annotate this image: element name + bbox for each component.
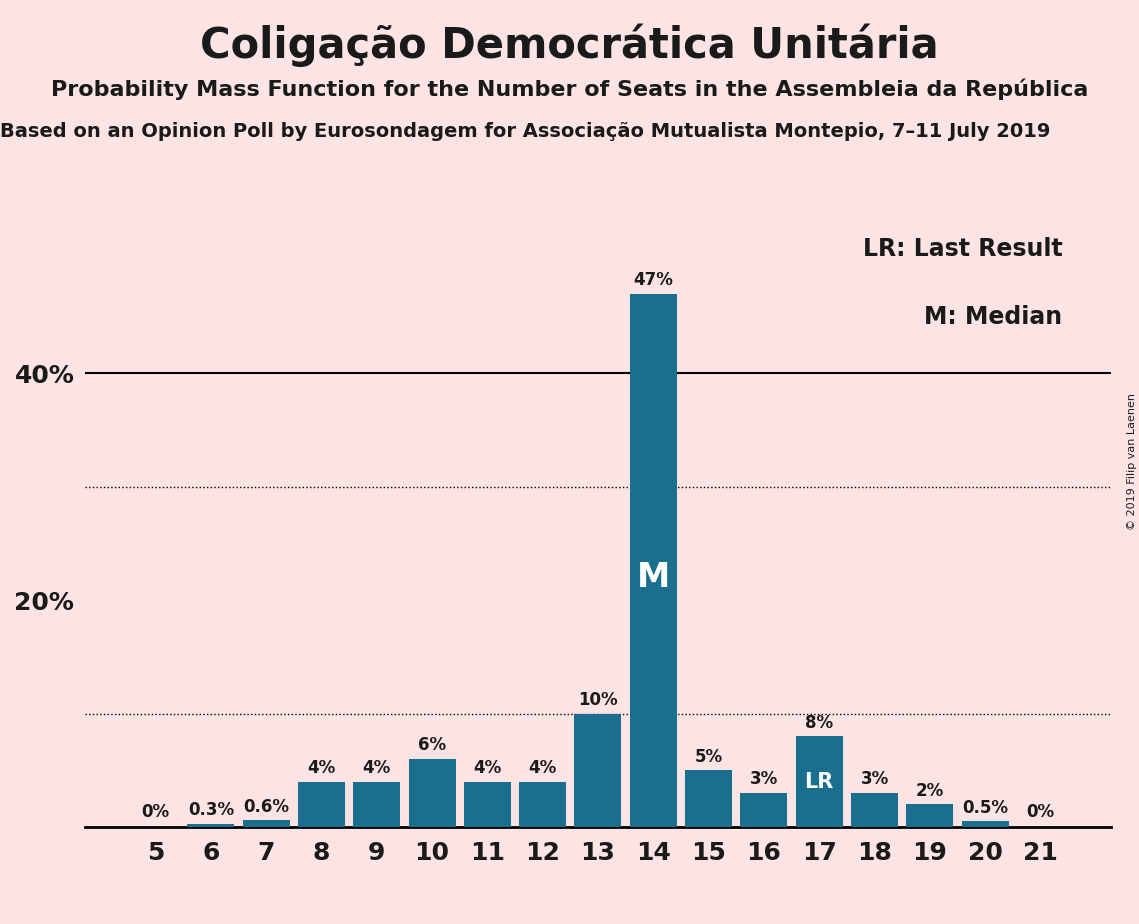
Text: M: M: [637, 561, 670, 594]
Text: 4%: 4%: [528, 760, 557, 777]
Bar: [796, 736, 843, 827]
Bar: [851, 793, 898, 827]
Bar: [907, 804, 953, 827]
Text: © 2019 Filip van Laenen: © 2019 Filip van Laenen: [1126, 394, 1137, 530]
Bar: [630, 294, 677, 827]
Bar: [685, 771, 732, 827]
Bar: [187, 823, 235, 827]
Text: 47%: 47%: [633, 272, 673, 289]
Text: 8%: 8%: [805, 713, 834, 732]
Bar: [353, 782, 400, 827]
Bar: [740, 793, 787, 827]
Text: LR: LR: [804, 772, 834, 792]
Text: Coligação Democrática Unitária: Coligação Democrática Unitária: [200, 23, 939, 67]
Bar: [574, 713, 622, 827]
Bar: [519, 782, 566, 827]
Bar: [298, 782, 345, 827]
Bar: [961, 821, 1009, 827]
Text: 3%: 3%: [860, 771, 888, 788]
Text: 0.3%: 0.3%: [188, 801, 233, 819]
Text: 4%: 4%: [362, 760, 391, 777]
Text: 4%: 4%: [308, 760, 336, 777]
Text: Probability Mass Function for the Number of Seats in the Assembleia da República: Probability Mass Function for the Number…: [51, 79, 1088, 100]
Text: 0.5%: 0.5%: [962, 798, 1008, 817]
Text: 10%: 10%: [579, 691, 617, 709]
Text: 2%: 2%: [916, 782, 944, 800]
Text: LR: Last Result: LR: Last Result: [863, 237, 1063, 261]
Text: 4%: 4%: [473, 760, 501, 777]
Bar: [464, 782, 511, 827]
Text: 0.6%: 0.6%: [243, 797, 289, 816]
Text: M: Median: M: Median: [925, 305, 1063, 329]
Bar: [409, 759, 456, 827]
Text: 6%: 6%: [418, 736, 446, 754]
Text: Based on an Opinion Poll by Eurosondagem for Associação Mutualista Montepio, 7–1: Based on an Opinion Poll by Eurosondagem…: [0, 122, 1050, 141]
Text: 0%: 0%: [1026, 803, 1055, 821]
Text: 3%: 3%: [749, 771, 778, 788]
Bar: [243, 821, 289, 827]
Text: 5%: 5%: [695, 748, 722, 766]
Text: 0%: 0%: [141, 803, 170, 821]
